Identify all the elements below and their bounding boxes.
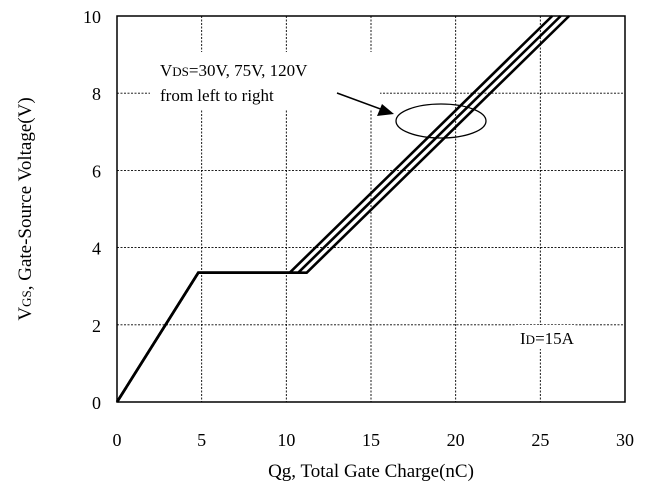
x-tick-label: 25 [531, 430, 549, 450]
x-tick-label: 15 [362, 430, 380, 450]
vds-annotation-line1: VDS=30V, 75V, 120V [160, 61, 308, 80]
annotation-arrow-line [336, 92, 387, 112]
x-tick-label: 0 [113, 430, 122, 450]
id-annotation: ID=15A [516, 325, 575, 349]
x-tick-label: 10 [277, 430, 295, 450]
y-tick-label: 6 [92, 161, 101, 181]
vds-annotation: VDS=30V, 75V, 120V from left to right [150, 52, 380, 110]
annotation-ellipse [395, 103, 487, 139]
x-tick-label: 5 [197, 430, 206, 450]
series-lines [115, 15, 571, 403]
y-tick-label: 0 [92, 393, 101, 413]
series-line-3 [115, 15, 571, 403]
y-tick-label: 4 [92, 239, 101, 259]
tick-labels: 0 5 10 15 20 25 30 0 2 4 6 8 10 [83, 7, 634, 450]
y-tick-label: 2 [92, 316, 101, 336]
x-tick-label: 30 [616, 430, 634, 450]
plot-frame [116, 15, 626, 403]
id-annotation-background [516, 325, 574, 349]
vds-annotation-background [150, 52, 380, 110]
y-tick-label: 10 [83, 7, 101, 27]
annotation-arrowhead [377, 104, 394, 116]
y-axis-title: VGS, Gate-Source Voltage(V) [15, 97, 36, 320]
y-tick-label: 8 [92, 84, 101, 104]
x-axis-title: Qg, Total Gate Charge(nC) [268, 461, 474, 482]
id-annotation-text: ID=15A [520, 329, 575, 348]
vds-annotation-line2: from left to right [160, 86, 274, 105]
x-tick-label: 20 [447, 430, 465, 450]
